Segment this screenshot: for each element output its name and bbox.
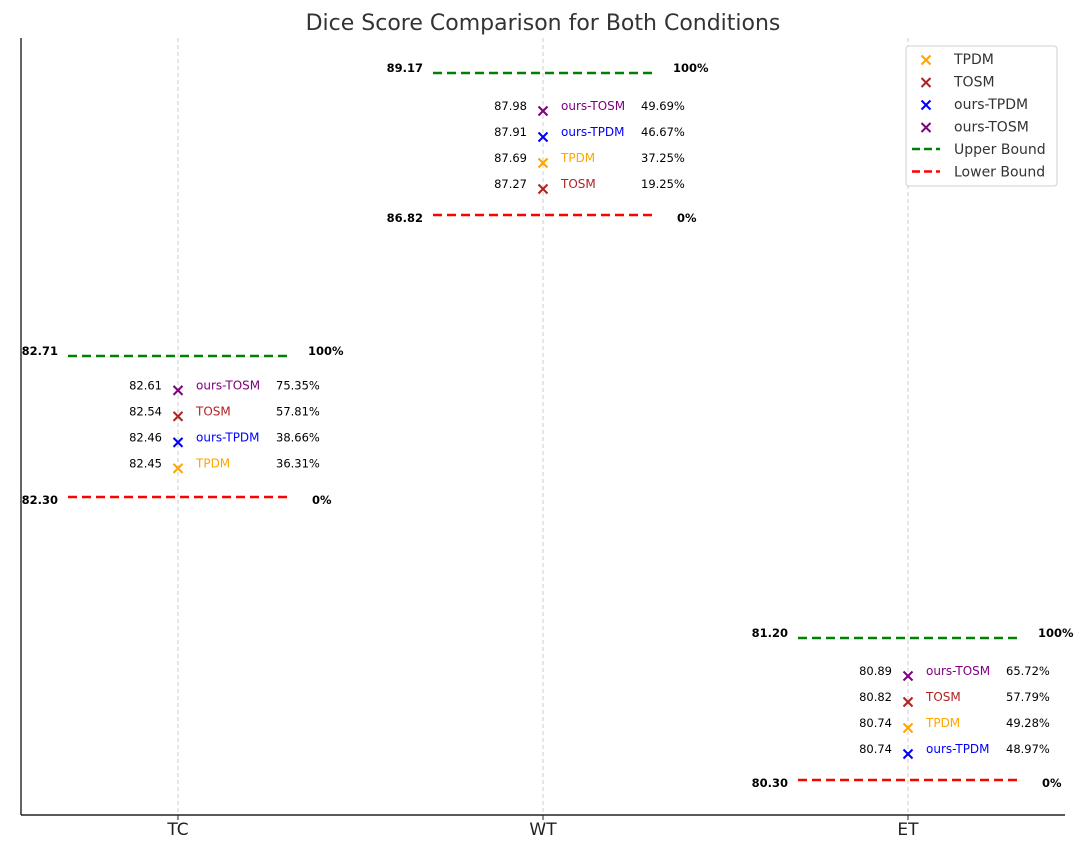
point-et-tosm (902, 696, 914, 708)
lower-bound-pct-wt: 0% (677, 211, 697, 225)
legend-marker-tosm (920, 77, 932, 88)
point-tc-ours-tosm (172, 385, 184, 396)
x-tick-label-wt: WT (529, 820, 557, 840)
upper-bound-value-wt: 89.17 (387, 61, 423, 75)
point-et-tpdm-stroke-b (902, 722, 914, 734)
point-tc-tosm (172, 411, 184, 422)
legend-frame (905, 45, 1058, 187)
point-et-ours-tpdm-stroke-b (902, 748, 914, 760)
upper-bound-value-et: 81.20 (752, 626, 788, 640)
point-value-et-ours-tosm: 80.89 (859, 664, 892, 678)
point-value-wt-tosm: 87.27 (494, 177, 527, 191)
legend-marker-ours-tpdm (920, 99, 932, 111)
point-method-wt-ours-tosm: ours-TOSM (561, 99, 625, 113)
legend-label-upper-bound: Upper Bound (954, 142, 1046, 158)
point-value-tc-tosm: 82.54 (129, 404, 162, 418)
upper-bound-pct-wt: 100% (673, 61, 709, 75)
point-method-tc-ours-tosm: ours-TOSM (196, 378, 260, 392)
lower-bound-value-et: 80.30 (752, 776, 788, 790)
point-pct-tc-tpdm: 36.31% (276, 456, 320, 470)
point-value-tc-tpdm: 82.45 (129, 456, 162, 470)
point-value-wt-ours-tosm: 87.98 (494, 99, 527, 113)
upper-bound-pct-et: 100% (1038, 626, 1074, 640)
point-tc-ours-tpdm (172, 437, 184, 448)
point-pct-wt-ours-tosm: 49.69% (641, 99, 685, 113)
upper-bound-value-tc: 82.71 (22, 344, 58, 358)
x-tick-label-tc: TC (166, 820, 188, 840)
point-method-wt-tosm: TOSM (560, 177, 596, 191)
point-pct-et-ours-tosm: 65.72% (1006, 664, 1050, 678)
point-value-et-tpdm: 80.74 (859, 716, 892, 730)
point-value-et-ours-tpdm: 80.74 (859, 742, 892, 756)
legend-label-ours-tosm: ours-TOSM (954, 120, 1029, 136)
lower-bound-value-wt: 86.82 (387, 211, 423, 225)
point-wt-ours-tosm-stroke-b (537, 105, 549, 117)
point-et-ours-tpdm (902, 748, 914, 760)
legend-marker-tpdm-stroke-b (920, 54, 932, 66)
legend-marker-ours-tosm (920, 122, 932, 133)
legend-label-tosm: TOSM (953, 75, 995, 91)
marks-layer: 82.71 100% 82.30 0% 82.61 ours-TOSM 75.35% 82.5… (22, 61, 1074, 790)
point-pct-tc-tosm: 57.81% (276, 404, 320, 418)
legend-marker-tosm-stroke-b (920, 77, 932, 88)
point-pct-wt-ours-tpdm: 46.67% (641, 125, 685, 139)
point-wt-ours-tpdm-stroke-b (537, 131, 549, 143)
legend-label-lower-bound: Lower Bound (954, 165, 1045, 181)
point-method-et-ours-tpdm: ours-TPDM (926, 742, 990, 756)
legend-marker-ours-tpdm-stroke-b (920, 99, 932, 111)
point-value-wt-ours-tpdm: 87.91 (494, 125, 527, 139)
point-value-et-tosm: 80.82 (859, 690, 892, 704)
point-wt-tosm-stroke-b (537, 183, 549, 195)
point-method-et-ours-tosm: ours-TOSM (926, 664, 990, 678)
point-et-ours-tosm (902, 670, 914, 682)
point-value-tc-ours-tpdm: 82.46 (129, 430, 162, 444)
point-tc-ours-tpdm-stroke-b (172, 437, 184, 448)
legend: TPDM TOSM ours-TPDM ours-TOSM Upper Bound Low… (905, 45, 1058, 187)
legend-label-ours-tpdm: ours-TPDM (954, 97, 1028, 113)
point-et-tpdm (902, 722, 914, 734)
point-pct-tc-ours-tpdm: 38.66% (276, 430, 320, 444)
lower-bound-value-tc: 82.30 (22, 493, 58, 507)
point-pct-wt-tosm: 19.25% (641, 177, 685, 191)
point-value-wt-tpdm: 87.69 (494, 151, 527, 165)
point-method-tc-tpdm: TPDM (195, 456, 230, 470)
lower-bound-pct-tc: 0% (312, 493, 332, 507)
point-wt-tosm (537, 183, 549, 195)
point-method-et-tpdm: TPDM (925, 716, 960, 730)
upper-bound-pct-tc: 100% (308, 344, 344, 358)
point-wt-ours-tpdm (537, 131, 549, 143)
point-pct-et-ours-tpdm: 48.97% (1006, 742, 1050, 756)
point-wt-ours-tosm (537, 105, 549, 117)
point-method-et-tosm: TOSM (925, 690, 961, 704)
point-method-wt-tpdm: TPDM (560, 151, 595, 165)
point-wt-tpdm-stroke-b (537, 157, 549, 169)
point-pct-et-tosm: 57.79% (1006, 690, 1050, 704)
point-value-tc-ours-tosm: 82.61 (129, 378, 162, 392)
point-tc-tpdm-stroke-b (172, 463, 184, 474)
axes-layer: TC WT ET (20, 38, 1065, 840)
point-method-tc-tosm: TOSM (195, 404, 231, 418)
point-pct-wt-tpdm: 37.25% (641, 151, 685, 165)
point-method-tc-ours-tpdm: ours-TPDM (196, 430, 260, 444)
point-tc-tosm-stroke-b (172, 411, 184, 422)
point-pct-tc-ours-tosm: 75.35% (276, 378, 320, 392)
legend-label-tpdm: TPDM (953, 52, 994, 68)
legend-marker-ours-tosm-stroke-b (920, 122, 932, 133)
point-tc-tpdm (172, 463, 184, 474)
point-tc-ours-tosm-stroke-b (172, 385, 184, 396)
x-tick-label-et: ET (897, 820, 919, 840)
legend-marker-tpdm (920, 54, 932, 66)
point-et-tosm-stroke-b (902, 696, 914, 708)
point-wt-tpdm (537, 157, 549, 169)
point-pct-et-tpdm: 49.28% (1006, 716, 1050, 730)
grid-layer (177, 38, 909, 815)
chart-title: Dice Score Comparison for Both Condition… (306, 11, 781, 36)
lower-bound-pct-et: 0% (1042, 776, 1062, 790)
point-method-wt-ours-tpdm: ours-TPDM (561, 125, 625, 139)
point-et-ours-tosm-stroke-b (902, 670, 914, 682)
